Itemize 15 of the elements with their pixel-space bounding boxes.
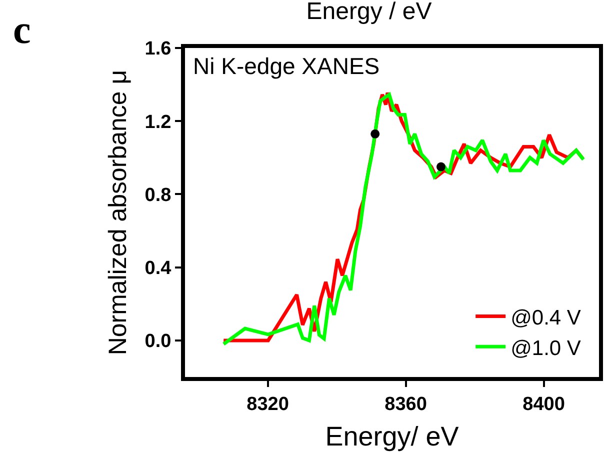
y-tick-label: 1.6 bbox=[144, 38, 172, 60]
legend-label: @0.4 V bbox=[510, 306, 581, 330]
legend-label: @1.0 V bbox=[510, 336, 581, 360]
x-tick-label: 8320 bbox=[246, 394, 289, 415]
x-tick-label: 8400 bbox=[522, 394, 565, 415]
y-tick-label: 0.8 bbox=[144, 184, 172, 206]
text: c bbox=[13, 7, 31, 52]
y-tick-label: 0.4 bbox=[144, 258, 172, 279]
x-tick-label: 8360 bbox=[384, 394, 427, 415]
y-tick-label: 1.2 bbox=[144, 112, 172, 133]
x-axis-title: Energy/ eV bbox=[325, 422, 459, 452]
y-tick-label: 0.0 bbox=[144, 331, 172, 352]
annotation: Ni K-edge XANES bbox=[193, 53, 380, 79]
y-axis-title: Normalized absorbance μ bbox=[104, 70, 132, 356]
chart-title: Energy / eV bbox=[306, 0, 432, 26]
